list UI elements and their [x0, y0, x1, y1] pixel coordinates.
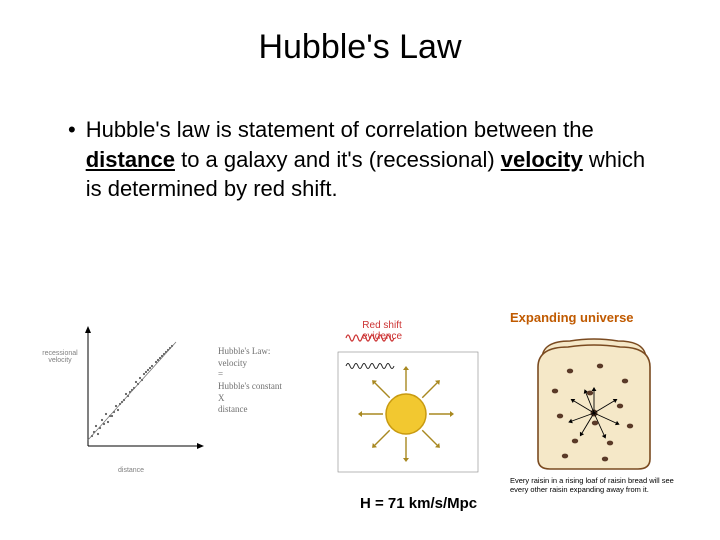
keyword-velocity: velocity: [501, 147, 583, 172]
scatter-svg: [80, 324, 210, 460]
scatter-ylabel: recessional velocity: [38, 350, 82, 365]
formula-line4: Hubble's constant: [218, 381, 282, 391]
formula-line6: distance: [218, 404, 248, 414]
formula-line2: velocity: [218, 358, 247, 368]
expanding-title: Expanding universe: [510, 310, 690, 325]
bullet-item: • Hubble's law is statement of correlati…: [68, 115, 652, 204]
bread-svg: [510, 331, 678, 473]
bullet-text: Hubble's law is statement of correlation…: [86, 115, 652, 204]
fig-redshift-sun: Red shift evidence Sun: [334, 318, 484, 488]
formula-line3: =: [218, 369, 223, 379]
fig-scatter-plot: recessional velocity distance: [42, 318, 214, 478]
hubble-constant-equation: H = 71 km/s/Mpc: [360, 495, 477, 512]
keyword-distance: distance: [86, 147, 175, 172]
scatter-ylabel-line1: recessional: [42, 350, 77, 357]
slide-title: Hubble's Law: [0, 0, 720, 67]
bullet-marker: •: [68, 115, 86, 204]
bullet-block: • Hubble's law is statement of correlati…: [0, 67, 720, 204]
bullet-text-p1: Hubble's law is statement of correlation…: [86, 117, 594, 142]
bullet-text-p2: to a galaxy and it's (recessional): [175, 147, 501, 172]
formula-line5: X: [218, 393, 225, 403]
redshift-svg: [334, 318, 484, 488]
scatter-ylabel-line2: velocity: [48, 357, 71, 364]
scatter-xlabel: distance: [118, 467, 144, 474]
formula-text: Hubble's Law: velocity = Hubble's consta…: [218, 346, 282, 416]
formula-line1: Hubble's Law:: [218, 346, 270, 356]
expanding-caption: Every raisin in a rising loaf of raisin …: [510, 477, 678, 494]
fig-formula: Hubble's Law: velocity = Hubble's consta…: [218, 318, 330, 478]
fig-expanding-universe: Expanding universe Every raisin in a ris…: [510, 310, 690, 490]
